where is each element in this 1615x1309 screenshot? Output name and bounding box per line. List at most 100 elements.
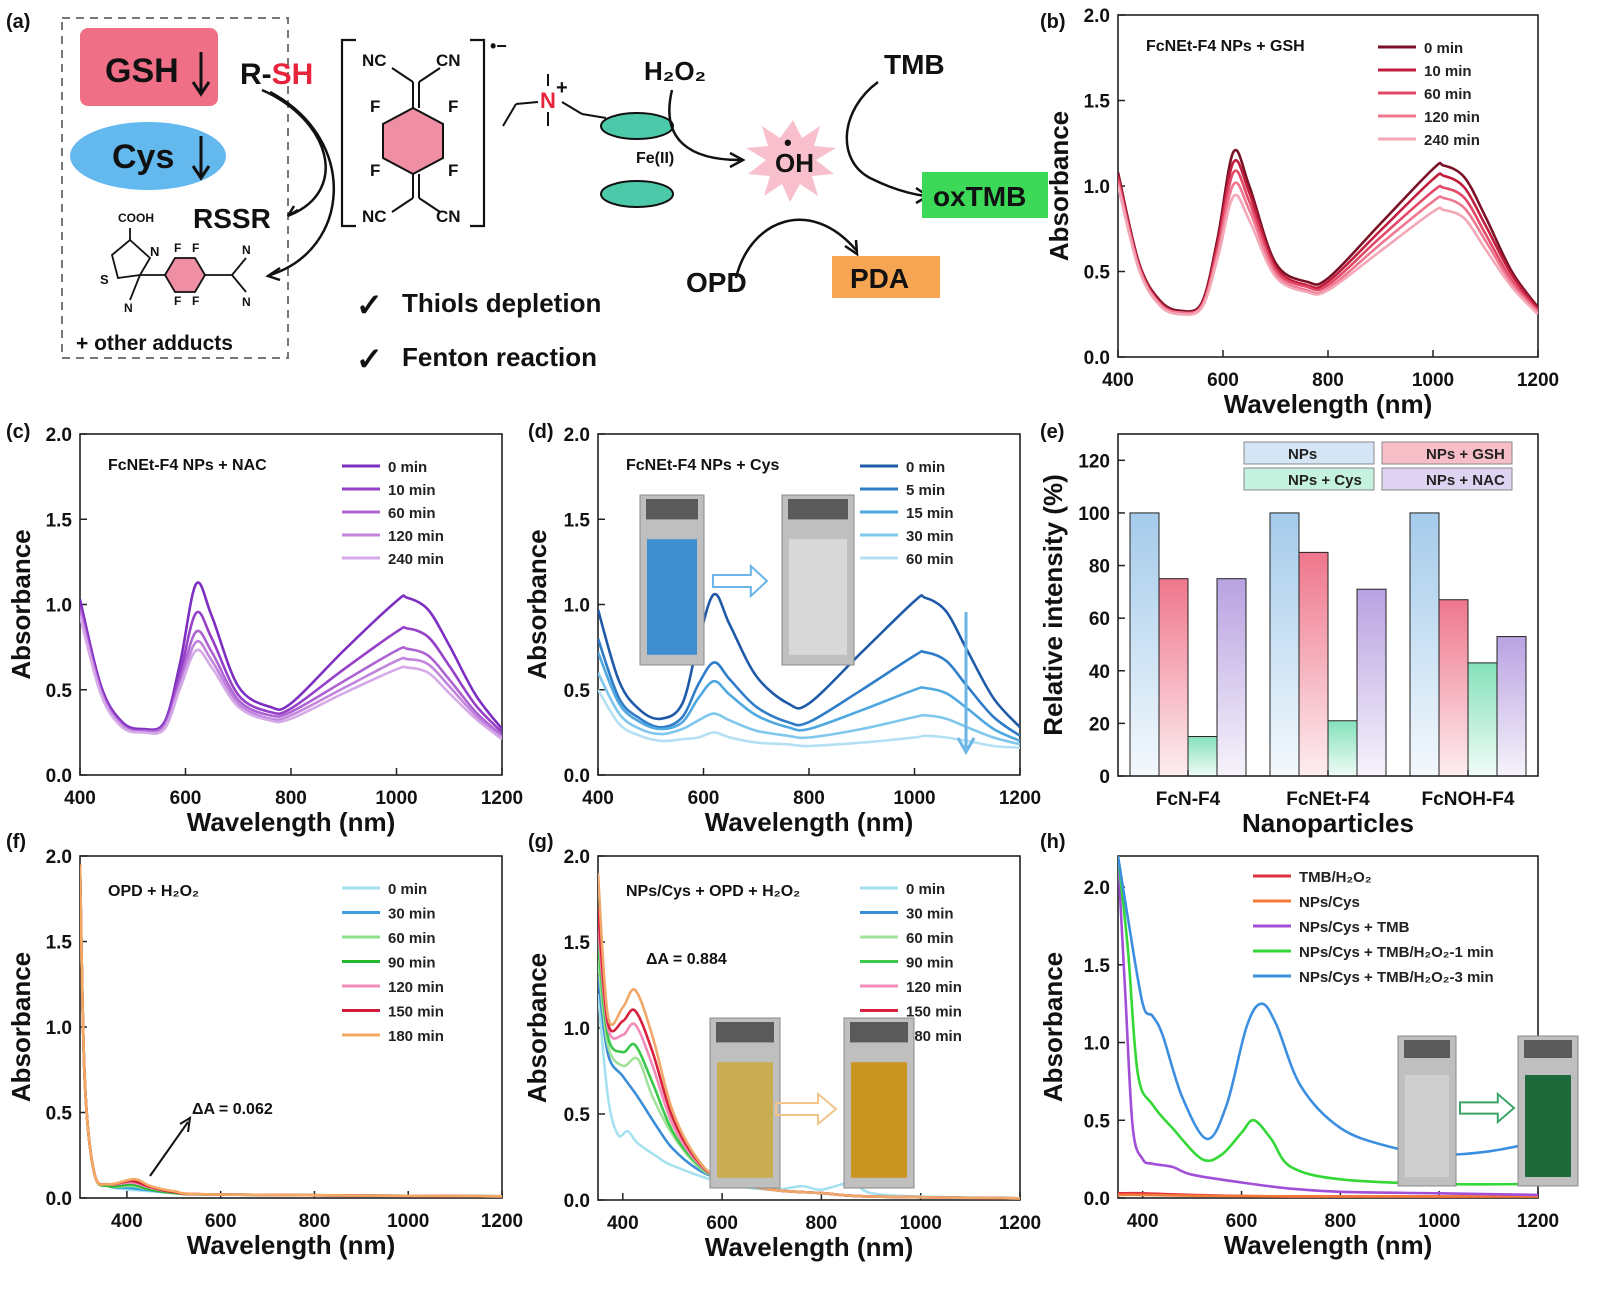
legend-entry: 60 min (906, 930, 954, 947)
cuvette-cap (788, 499, 848, 520)
adduct-f4: F (192, 294, 199, 308)
x-tick-label: 800 (299, 1211, 331, 1232)
gsh-box (80, 28, 218, 106)
legend-entry: NPs + GSH (1426, 446, 1505, 463)
opd-arrow (734, 218, 857, 279)
check-icon: ✓ (356, 341, 383, 377)
bar-fcn-f4-nps-gsh (1158, 578, 1189, 777)
cuvette-liquid (789, 539, 847, 655)
y-tick-label: 120 (1078, 451, 1110, 472)
y-tick-label: 20 (1089, 714, 1110, 735)
legend-entry: 10 min (388, 482, 436, 499)
cuvette-cap (850, 1022, 908, 1043)
opd-label: OPD (686, 267, 747, 298)
legend-entry: NPs/Cys (1299, 894, 1360, 911)
series-group (80, 581, 502, 741)
y-tick-label: 0.5 (46, 1104, 73, 1125)
y-tick-label: 2.0 (1084, 6, 1110, 27)
x-tick-label: 600 (1207, 370, 1239, 391)
transition-arrow-icon (1459, 1091, 1516, 1125)
y-axis-title: Absorbance (1038, 952, 1068, 1102)
legend-entry: 0 min (906, 881, 945, 898)
delta-a-annotation: ΔA = 0.062 (192, 1101, 273, 1118)
legend-entry: 0 min (388, 881, 427, 898)
y-tick-label: 0.5 (46, 681, 73, 702)
x-tick-label: 800 (1325, 1211, 1357, 1232)
legend-entry: 90 min (906, 955, 954, 972)
oxtmb-label: oxTMB (933, 181, 1026, 212)
adduct-benzene (163, 257, 207, 293)
cuvette-photo-clear (781, 494, 855, 666)
rssr-label: RSSR (193, 203, 271, 234)
legend-swatch (1381, 441, 1513, 465)
x-tick-label: 600 (688, 788, 720, 809)
panel-label-a: (a) (6, 11, 30, 33)
x-axis-title: Wavelength (nm) (187, 1230, 395, 1260)
adduct-f2: F (192, 241, 199, 255)
y-tick-label: 0.5 (564, 681, 591, 702)
chart-panel-d: (d) 0.0 0.5 1.0 1.5 2.0 Absorbance 400 600 800 100… (522, 421, 1041, 837)
series-line-240-min (80, 616, 502, 741)
legend-entry: 120 min (388, 979, 444, 996)
y-tick-label: 0 (1099, 767, 1110, 788)
chart-panel-f: (f) 0.0 0.5 1.0 1.5 2.0 Absorbance 400 600 800 100… (6, 831, 523, 1260)
cys-label: Cys (112, 138, 174, 176)
cuvette-cap (716, 1022, 774, 1043)
legend-swatch (1243, 467, 1375, 491)
y-tick-label: 1.5 (46, 933, 73, 954)
legend-entry: 180 min (906, 1028, 962, 1045)
chart-panel-c: (c) 0.0 0.5 1.0 1.5 2.0 Absorbance 400 600 800 100… (6, 421, 523, 837)
legend-entry: TMB/H₂O₂ (1299, 869, 1372, 886)
series-line-30-min (598, 672, 1020, 746)
y-tick-label: 0.0 (564, 1191, 590, 1212)
y-tick-label: 1.0 (564, 1019, 590, 1040)
bar-fcnoh-f4-nps-gsh (1438, 599, 1469, 777)
x-axis-title: Wavelength (nm) (187, 807, 395, 837)
series-line-5-min (598, 638, 1020, 737)
x-tick-label: 400 (111, 1211, 143, 1232)
cuvette-cap (1404, 1040, 1450, 1058)
x-tick-label: 400 (607, 1213, 639, 1234)
chart-panel-b: (b) 0.0 0.5 1.0 1.5 2.0 Absorbance 400 600 800 100… (1040, 6, 1559, 419)
bar-fcnet-f4-nps-gsh (1298, 551, 1329, 777)
y-tick-label: 2.0 (46, 847, 72, 868)
x-category-label: FcN-F4 (1156, 789, 1221, 810)
legend-entry: NPs/Cys + TMB/H₂O₂-3 min (1299, 969, 1494, 986)
cuvette-photo-blue (639, 494, 705, 666)
panel-label-d: (d) (528, 421, 554, 443)
rsh-label: R-SH (240, 58, 313, 91)
arrowhead-icon (844, 239, 859, 257)
rsh-to-rssr-arrow (261, 88, 327, 217)
series-line-0-min (1118, 148, 1538, 313)
h2o2-arrow (668, 89, 741, 162)
y-tick-label: 60 (1089, 609, 1110, 630)
bar-fcnet-f4-nps-cys (1327, 720, 1358, 777)
pda-label: PDA (850, 263, 909, 294)
thiazoline-ring (110, 228, 152, 279)
other-adducts-label: + other adducts (76, 332, 233, 355)
y-tick-label: 0.0 (1084, 348, 1110, 369)
arrowhead-icon (179, 1116, 192, 1133)
panel-label-g: (g) (528, 831, 554, 853)
y-tick-label: 0.5 (1084, 263, 1111, 284)
x-tick-label: 1200 (1517, 1211, 1559, 1232)
bar-fcn-f4-nps-nac (1216, 578, 1247, 777)
tcnq-f1: F (370, 97, 380, 116)
check-fenton-reaction: Fenton reaction (402, 342, 597, 372)
arrowhead-icon (265, 266, 281, 282)
legend-entry: 0 min (388, 459, 427, 476)
x-axis-title: Wavelength (nm) (705, 807, 913, 837)
legend-entry: 120 min (388, 528, 444, 545)
legend-entry: 240 min (388, 551, 444, 568)
n-plus-sign: + (556, 77, 568, 99)
tmb-arrow (845, 80, 927, 198)
scheme-panel: (a) GSH Cys R-SH RSSR COOH S N N (6, 11, 1048, 377)
legend-entry: 240 min (1424, 132, 1480, 149)
adduct-n-bottom: N (242, 295, 251, 309)
series-line-nps-cys (1118, 1193, 1538, 1198)
legend-swatch (1381, 467, 1513, 491)
legend-entry: 30 min (906, 528, 954, 545)
adduct-f1: F (174, 241, 181, 255)
series-line-0-min (80, 581, 502, 732)
x-tick-label: 600 (706, 1213, 738, 1234)
